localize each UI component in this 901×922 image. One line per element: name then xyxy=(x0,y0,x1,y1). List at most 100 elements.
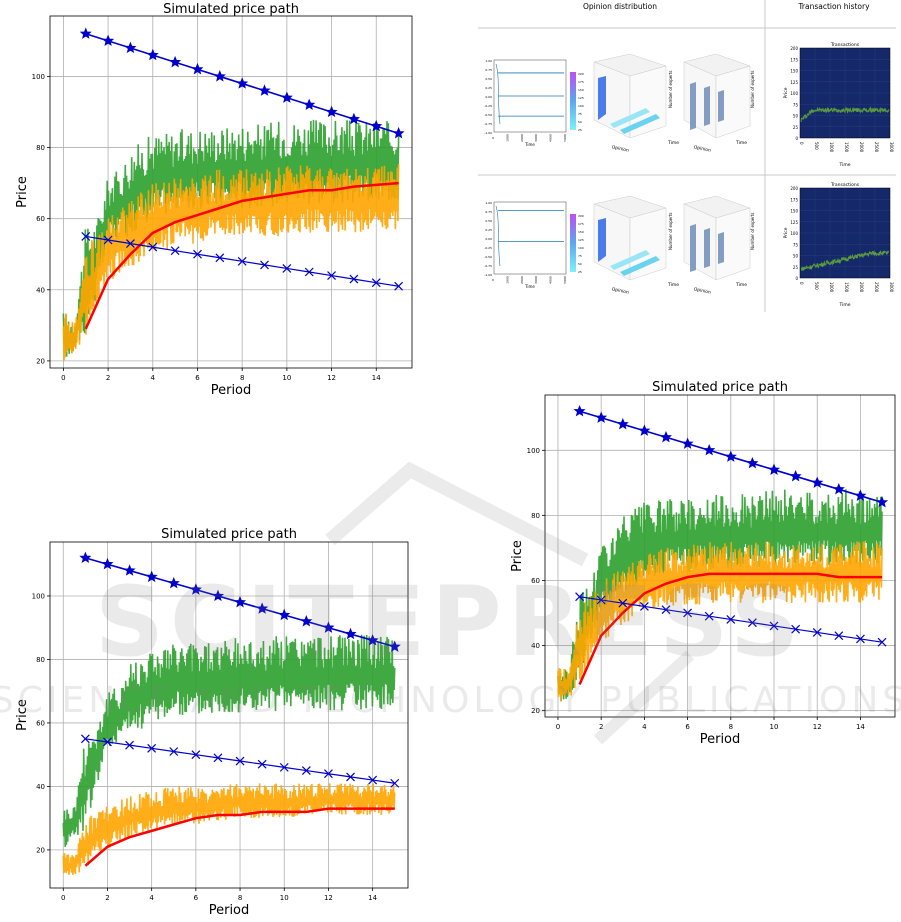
transaction-x-tick-label: 1000 xyxy=(829,282,834,293)
opinion-y-tick-label: 0.75 xyxy=(485,210,492,214)
colorbar-tick-label: 125 xyxy=(578,96,584,100)
lower-bound-x-point xyxy=(368,775,378,785)
colorbar-tick-label: 100 xyxy=(578,246,584,250)
upper-bound-star-point xyxy=(703,443,716,456)
x-tick-label: 0 xyxy=(61,374,65,382)
x-tick-label: 4 xyxy=(642,723,647,731)
transaction-y-tick-label: 25 xyxy=(793,125,799,130)
opinion-y-tick-label: 0.50 xyxy=(485,219,492,223)
transaction-price-series xyxy=(800,249,890,271)
lower-bound-x-point xyxy=(324,769,333,779)
surface-x-label: Opinion xyxy=(611,286,629,296)
transaction-y-tick-label: 200 xyxy=(790,46,798,51)
lower-bound-x-point xyxy=(147,743,157,753)
upper-bound-star-point xyxy=(191,62,204,75)
transaction-y-tick-label: 125 xyxy=(790,220,798,225)
lower-bound-x-point xyxy=(191,750,201,760)
plot-frame xyxy=(49,15,413,369)
transaction-y-axis-label: Price xyxy=(783,87,789,98)
lower-bound-x-point xyxy=(596,595,606,605)
y-tick-label: 20 xyxy=(36,357,45,365)
upper-bound-star-point xyxy=(79,27,92,39)
opinion-row-2: 1.00 0.75 0.50 0.25 0.00 -0.25 -0.50 -0.75 -1.00… xyxy=(484,182,894,308)
transaction-y-tick-label: 75 xyxy=(793,242,799,247)
transaction-x-tick-label: 3000 xyxy=(889,142,894,153)
price-chart-panel-1: 0 2 4 6 8 10 12 14 20 40 60 80 100 Simulated price pa… xyxy=(0,0,420,398)
colorbar xyxy=(570,72,576,130)
transaction-title: Transactions xyxy=(830,182,860,188)
upper-bound-star-point xyxy=(388,640,401,652)
upper-bound-star-point xyxy=(366,634,379,646)
opinion-y-tick-label: -0.50 xyxy=(484,255,492,259)
y-tick-label: 40 xyxy=(531,642,540,650)
upper-bound-star-point xyxy=(236,77,249,89)
opinion-x-tick-label: 0 xyxy=(491,137,495,139)
price-chart-3: 0 2 4 6 8 10 12 14 20 40 60 80 100 Simulated price pa… xyxy=(510,380,896,747)
y-tick-label: 60 xyxy=(531,577,540,585)
opinion-figure: Opinion distribution Transaction history 1… xyxy=(470,0,901,320)
transaction-x-tick-label: 500 xyxy=(814,142,819,150)
surface-ridge xyxy=(620,114,660,134)
y-tick-label: 60 xyxy=(36,215,45,223)
transaction-y-tick-label: 75 xyxy=(793,102,799,107)
col-header-transaction-history: Transaction history xyxy=(797,2,870,11)
upper-bound-star-point xyxy=(322,621,335,633)
lower-bound-x-point xyxy=(791,624,801,634)
upper-bound-star-point xyxy=(876,495,889,508)
lower-bound-x-point xyxy=(327,271,336,280)
lower-bound-x-point xyxy=(639,601,649,611)
lower-bound-x-point xyxy=(260,260,269,270)
transaction-y-tick-label: 175 xyxy=(790,197,798,202)
ask-price-series xyxy=(62,634,396,847)
opinion-y-tick-label: 1.00 xyxy=(485,201,492,205)
lower-bound-x-point xyxy=(170,246,180,256)
colorbar-tick-label: 200 xyxy=(578,72,584,76)
x-tick-label: 8 xyxy=(240,374,244,382)
surface-z-label: Number of experts xyxy=(668,70,673,108)
surface-wall xyxy=(718,90,724,122)
transaction-x-tick-label: 0 xyxy=(799,142,804,145)
surface-wall xyxy=(704,228,710,268)
plot-frame xyxy=(49,541,409,889)
surface-peak xyxy=(598,76,606,120)
x-tick-label: 8 xyxy=(238,894,242,902)
lower-bound-x-point xyxy=(575,592,584,602)
lower-bound-x-point xyxy=(279,762,289,772)
lower-bound-x-point xyxy=(80,734,90,744)
lower-bound-x-point xyxy=(394,281,404,291)
x-tick-label: 12 xyxy=(324,894,333,902)
opinion-x-tick-label: 1000 xyxy=(505,134,509,142)
transaction-y-tick-label: 100 xyxy=(790,91,798,96)
upper-bound-star-point xyxy=(124,41,137,54)
lower-bound-x-point xyxy=(726,614,736,624)
transaction-x-tick-label: 2500 xyxy=(874,142,879,153)
transaction-y-tick-label: 50 xyxy=(793,114,799,119)
y-axis-label: Price xyxy=(510,540,525,572)
upper-bound-star-point xyxy=(303,98,316,110)
upper-bound-star-point xyxy=(392,126,405,139)
opinion-y-tick-label: -0.75 xyxy=(484,122,492,126)
chart-title: Simulated price path xyxy=(161,527,297,542)
y-tick-label: 40 xyxy=(36,783,45,791)
opinion-x-tick-label: 2000 xyxy=(520,134,524,142)
opinion-y-tick-label: 0.50 xyxy=(485,77,492,81)
lower-bound-x-point xyxy=(257,759,267,769)
upper-bound-star-point xyxy=(300,615,313,627)
colorbar xyxy=(570,214,576,272)
upper-bound-star-point xyxy=(325,105,338,118)
lower-bound-x-point xyxy=(390,778,400,788)
upper-bound-star-point xyxy=(573,404,586,417)
lower-bound-x-point xyxy=(834,631,844,641)
surface-plot-1: Opinion Time Number of experts xyxy=(593,195,679,296)
upper-bound-star-point xyxy=(789,469,802,482)
transaction-y-tick-label: 150 xyxy=(790,69,798,74)
x-tick-label: 0 xyxy=(556,723,560,731)
transaction-y-tick-label: 175 xyxy=(790,57,798,62)
opinion-x-tick-label: 5000 xyxy=(563,276,567,284)
colorbar-tick-label: 150 xyxy=(578,230,584,234)
x-tick-label: 4 xyxy=(149,894,154,902)
surface-z-label: Number of experts xyxy=(750,70,755,108)
transaction-y-tick-label: 0 xyxy=(795,276,798,281)
x-tick-label: 2 xyxy=(106,374,110,382)
